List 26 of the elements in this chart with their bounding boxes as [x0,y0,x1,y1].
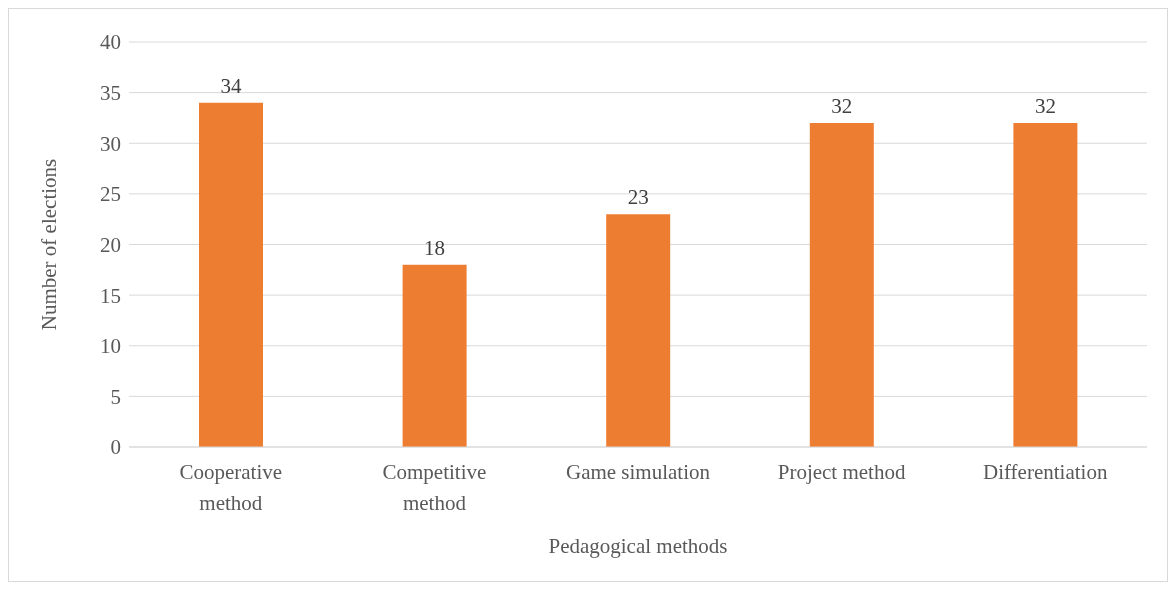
x-tick-label: Cooperative method [179,460,283,515]
bar [606,214,671,447]
y-axis-title: Number of elections [37,158,62,331]
data-label: 32 [1034,94,1056,118]
bar [199,102,263,447]
bar [1013,123,1078,447]
x-tick-label: Game simulation [565,460,711,484]
x-tick-label: Differentiation [983,460,1108,484]
data-label: 32 [831,94,853,118]
data-label: 18 [424,235,446,260]
y-tick-label: 10 [100,334,121,359]
x-tick-label: Project method [777,460,906,484]
bar [809,123,874,447]
y-tick-label: 20 [100,232,121,257]
x-tick-label: Competitive method [382,460,487,515]
y-tick-label: 40 [100,30,121,55]
y-tick-label: 5 [110,384,121,409]
data-label: 34 [220,73,242,98]
y-tick-label: 30 [100,131,121,156]
y-tick-label: 0 [110,435,121,460]
bar [402,264,467,447]
data-label: 23 [627,185,649,210]
y-tick-label: 25 [100,182,121,207]
x-axis-title: Pedagogical methods [548,534,728,558]
y-tick-label: 15 [100,283,121,308]
y-tick-label: 35 [100,81,121,106]
